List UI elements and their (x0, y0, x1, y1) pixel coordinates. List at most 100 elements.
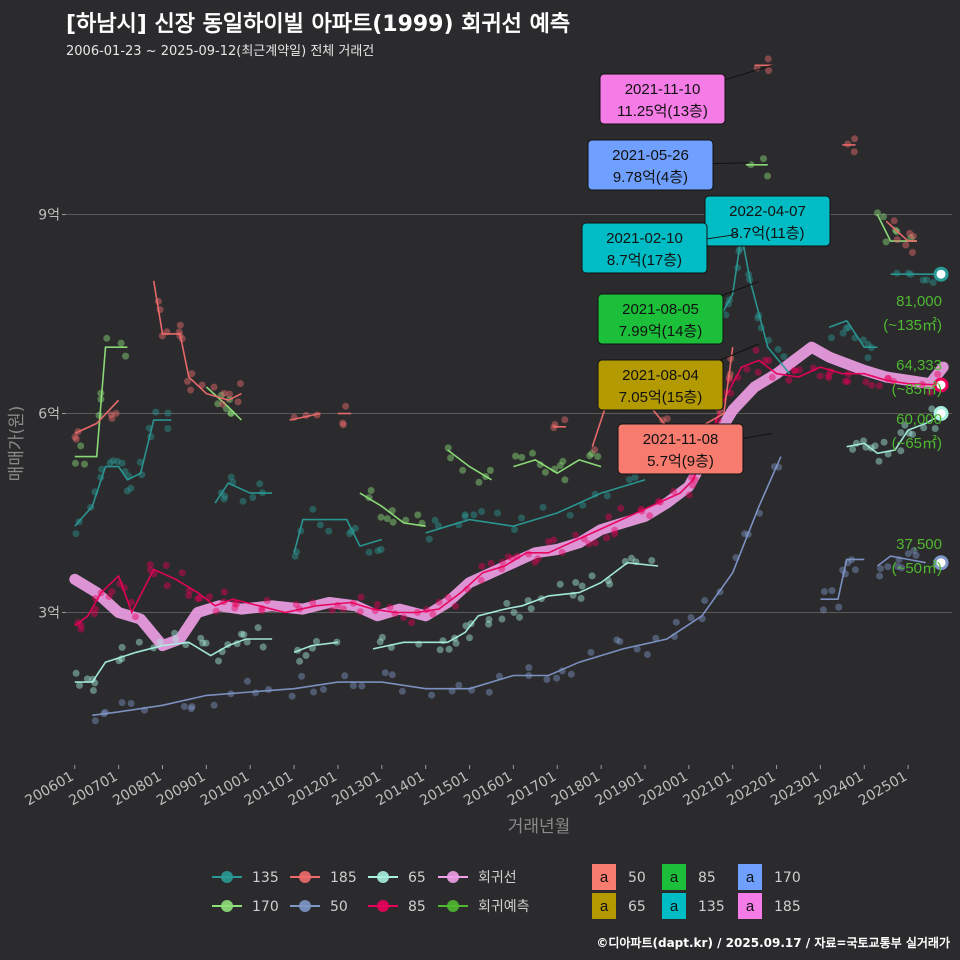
callout-date: 2021-11-10 (625, 81, 701, 98)
end-value-label: 64,333 (896, 357, 942, 374)
transaction-point (672, 618, 680, 626)
transaction-point (346, 530, 354, 538)
transaction-point (486, 466, 494, 474)
transaction-point (164, 425, 172, 433)
transaction-point (434, 522, 442, 530)
transaction-point (436, 646, 444, 654)
transaction-point (839, 329, 847, 337)
transaction-point (543, 676, 551, 683)
x-tick-label: 200701 (66, 769, 120, 810)
x-tick-label: 201501 (417, 769, 471, 810)
x-tick-label: 201101 (242, 769, 296, 810)
transaction-point (252, 689, 259, 697)
x-tick-label: 201901 (593, 769, 647, 810)
legend-box-glyph: a (600, 869, 609, 886)
transaction-point (447, 454, 455, 462)
transaction-point (249, 494, 257, 501)
end-area-label: (~135㎡) (883, 317, 942, 334)
x-tick-label: 202501 (856, 769, 910, 810)
transaction-point (108, 414, 116, 422)
transaction-point (339, 421, 347, 429)
transaction-point (339, 419, 347, 427)
callout-price: 9.78억(4층) (613, 169, 688, 186)
transaction-point (849, 445, 857, 453)
legend-line-label: 회귀예측 (478, 899, 530, 915)
transaction-point (864, 340, 872, 348)
transaction-point (263, 597, 271, 604)
transaction-point (313, 637, 320, 645)
legend-box-key (662, 893, 686, 919)
transaction-point (459, 466, 467, 474)
transaction-point (790, 367, 798, 375)
transaction-point (118, 643, 126, 651)
transaction-point (611, 530, 619, 538)
transaction-point (198, 381, 206, 389)
transaction-point (591, 539, 599, 547)
x-tick-label: 202301 (768, 769, 822, 810)
transaction-point (498, 615, 506, 623)
transaction-point (135, 638, 143, 646)
x-tick-label: 200601 (22, 769, 76, 810)
y-tick-label: 3억 (38, 605, 60, 621)
transaction-point (77, 442, 85, 450)
transaction-point (236, 380, 244, 387)
legend-line-label: 50 (330, 899, 348, 915)
transaction-point (842, 377, 850, 385)
transaction-point (325, 527, 333, 535)
series-line-65-b (293, 641, 338, 654)
transaction-point (587, 648, 595, 656)
transaction-point (210, 701, 218, 709)
series-line-65-c (372, 561, 659, 650)
transaction-point (90, 610, 98, 618)
legend-box-key (738, 864, 762, 890)
transaction-point (511, 526, 518, 533)
callout-price: 7.05억(15층) (619, 389, 702, 406)
transaction-point (884, 563, 892, 571)
transaction-point (503, 599, 511, 607)
transaction-point (105, 593, 113, 600)
transaction-point (429, 610, 437, 618)
callout-price: 8.7억(11층) (730, 225, 804, 242)
transaction-point (791, 367, 799, 375)
series-line-185 (74, 399, 120, 435)
transaction-point (388, 671, 396, 679)
legend-box-key (738, 893, 762, 919)
transaction-point (117, 339, 125, 347)
transaction-point (752, 346, 760, 354)
legend-box-label: 170 (774, 870, 801, 886)
callout-price: 11.25억(13층) (617, 103, 708, 120)
callout-box (599, 73, 726, 125)
transaction-point (171, 629, 179, 637)
transaction-point (904, 269, 912, 277)
transaction-point (919, 276, 927, 284)
transaction-point (828, 587, 836, 595)
transaction-point (239, 497, 247, 505)
x-tick-label: 201601 (461, 769, 515, 810)
transaction-point (219, 400, 227, 408)
transaction-point (550, 424, 558, 432)
transaction-point (152, 408, 160, 416)
transaction-point (339, 605, 347, 613)
legend-point-key (377, 900, 389, 912)
transaction-point (292, 601, 300, 608)
transaction-point (874, 209, 881, 217)
transaction-point (741, 530, 749, 538)
transaction-point (210, 383, 218, 391)
transaction-point (566, 511, 574, 519)
series-line-65 (74, 638, 273, 683)
transaction-point (77, 625, 85, 633)
transaction-point (188, 703, 196, 711)
x-tick-label: 202401 (812, 769, 866, 810)
transaction-point (298, 672, 306, 680)
callout-box (617, 423, 744, 475)
transaction-point (909, 430, 916, 438)
transaction-point (868, 381, 876, 389)
legend-box-glyph: a (600, 898, 609, 915)
transaction-point (567, 670, 575, 678)
transaction-point (296, 657, 304, 665)
transaction-point (613, 636, 621, 644)
transaction-point (785, 376, 793, 384)
transaction-point (256, 480, 264, 488)
transaction-point (516, 613, 523, 621)
